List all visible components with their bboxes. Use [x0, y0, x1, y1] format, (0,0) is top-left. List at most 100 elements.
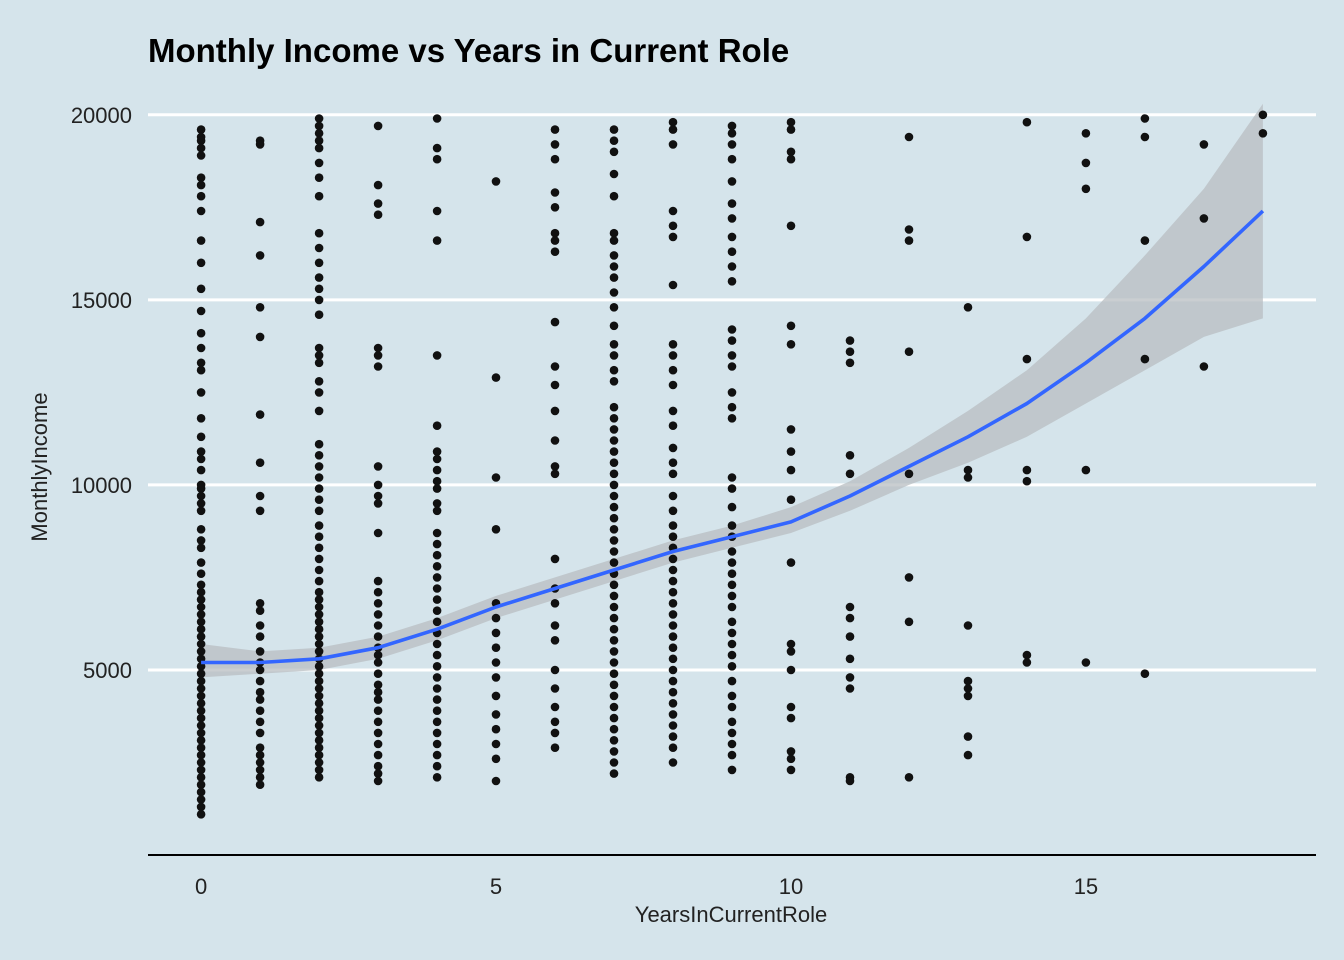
data-point	[1140, 354, 1150, 364]
data-point	[255, 647, 265, 656]
data-point	[609, 125, 619, 134]
data-point	[196, 536, 206, 545]
data-point	[373, 199, 383, 208]
data-point	[373, 462, 383, 471]
data-point	[845, 358, 855, 368]
data-point	[196, 543, 206, 553]
data-point	[845, 613, 855, 623]
data-point	[314, 521, 324, 530]
data-point	[668, 721, 678, 730]
data-point	[314, 765, 324, 775]
data-point	[904, 773, 914, 782]
data-point	[314, 136, 324, 145]
data-point	[550, 203, 560, 212]
data-point	[668, 732, 678, 741]
data-point	[314, 358, 324, 368]
data-point	[196, 499, 206, 508]
data-point	[314, 617, 324, 627]
data-point	[196, 765, 206, 775]
data-point	[609, 169, 619, 179]
data-point	[314, 610, 324, 619]
data-point	[963, 473, 973, 482]
x-tick-label: 10	[779, 874, 803, 899]
data-point	[432, 761, 442, 771]
chart-title: Monthly Income vs Years in Current Role	[148, 32, 789, 69]
data-point	[373, 210, 383, 219]
data-point	[609, 480, 619, 490]
data-point	[196, 795, 206, 804]
data-point	[491, 776, 501, 786]
data-point	[314, 728, 324, 738]
data-point	[1022, 232, 1032, 242]
data-point	[314, 506, 324, 516]
data-point	[609, 613, 619, 623]
confidence-band-area	[201, 103, 1263, 678]
data-point	[196, 414, 206, 423]
data-point	[1140, 132, 1150, 142]
data-point	[196, 750, 206, 760]
data-point	[1199, 362, 1209, 371]
data-point	[255, 410, 265, 419]
data-point	[727, 650, 737, 660]
data-point	[786, 702, 796, 712]
data-point	[668, 687, 678, 697]
data-point	[845, 336, 855, 345]
data-point	[432, 684, 442, 693]
data-point	[373, 632, 383, 641]
data-point	[314, 713, 324, 723]
data-point	[668, 232, 678, 242]
data-point	[727, 662, 737, 671]
data-point	[727, 484, 737, 493]
data-point	[550, 717, 560, 727]
data-point	[727, 602, 737, 612]
data-point	[727, 502, 737, 512]
trend-line-path	[201, 209, 1265, 665]
data-point	[786, 765, 796, 775]
data-point	[373, 687, 383, 697]
data-point	[727, 336, 737, 345]
data-point	[609, 191, 619, 201]
data-point	[609, 351, 619, 360]
data-point	[609, 288, 619, 297]
data-point	[314, 343, 324, 353]
data-point	[609, 647, 619, 656]
data-point	[668, 280, 678, 290]
data-point	[1081, 184, 1091, 194]
data-point	[432, 206, 442, 216]
data-point	[786, 425, 796, 434]
data-point	[314, 602, 324, 612]
data-point	[196, 484, 206, 493]
data-point	[373, 599, 383, 608]
data-point	[609, 136, 619, 145]
data-point	[845, 602, 855, 612]
data-point	[314, 554, 324, 564]
data-point	[196, 125, 206, 134]
data-point	[786, 340, 796, 349]
data-point	[314, 158, 324, 168]
data-point	[609, 680, 619, 690]
data-point	[196, 432, 206, 442]
data-point	[196, 343, 206, 353]
data-point	[432, 506, 442, 516]
data-point	[609, 458, 619, 468]
data-point	[373, 343, 383, 353]
data-point	[609, 513, 619, 523]
data-point	[314, 639, 324, 649]
data-point	[786, 713, 796, 723]
data-point	[432, 639, 442, 649]
data-point	[314, 632, 324, 641]
data-point	[314, 743, 324, 752]
data-point	[491, 710, 501, 719]
data-point	[609, 414, 619, 423]
data-point	[196, 365, 206, 375]
data-point	[727, 214, 737, 223]
data-point	[550, 140, 560, 149]
data-point	[314, 532, 324, 541]
data-point	[314, 114, 324, 123]
data-point	[196, 802, 206, 812]
y-tick-label: 15000	[71, 288, 132, 313]
data-point	[373, 528, 383, 538]
data-point	[727, 765, 737, 775]
data-point	[314, 173, 324, 182]
data-point	[609, 402, 619, 412]
